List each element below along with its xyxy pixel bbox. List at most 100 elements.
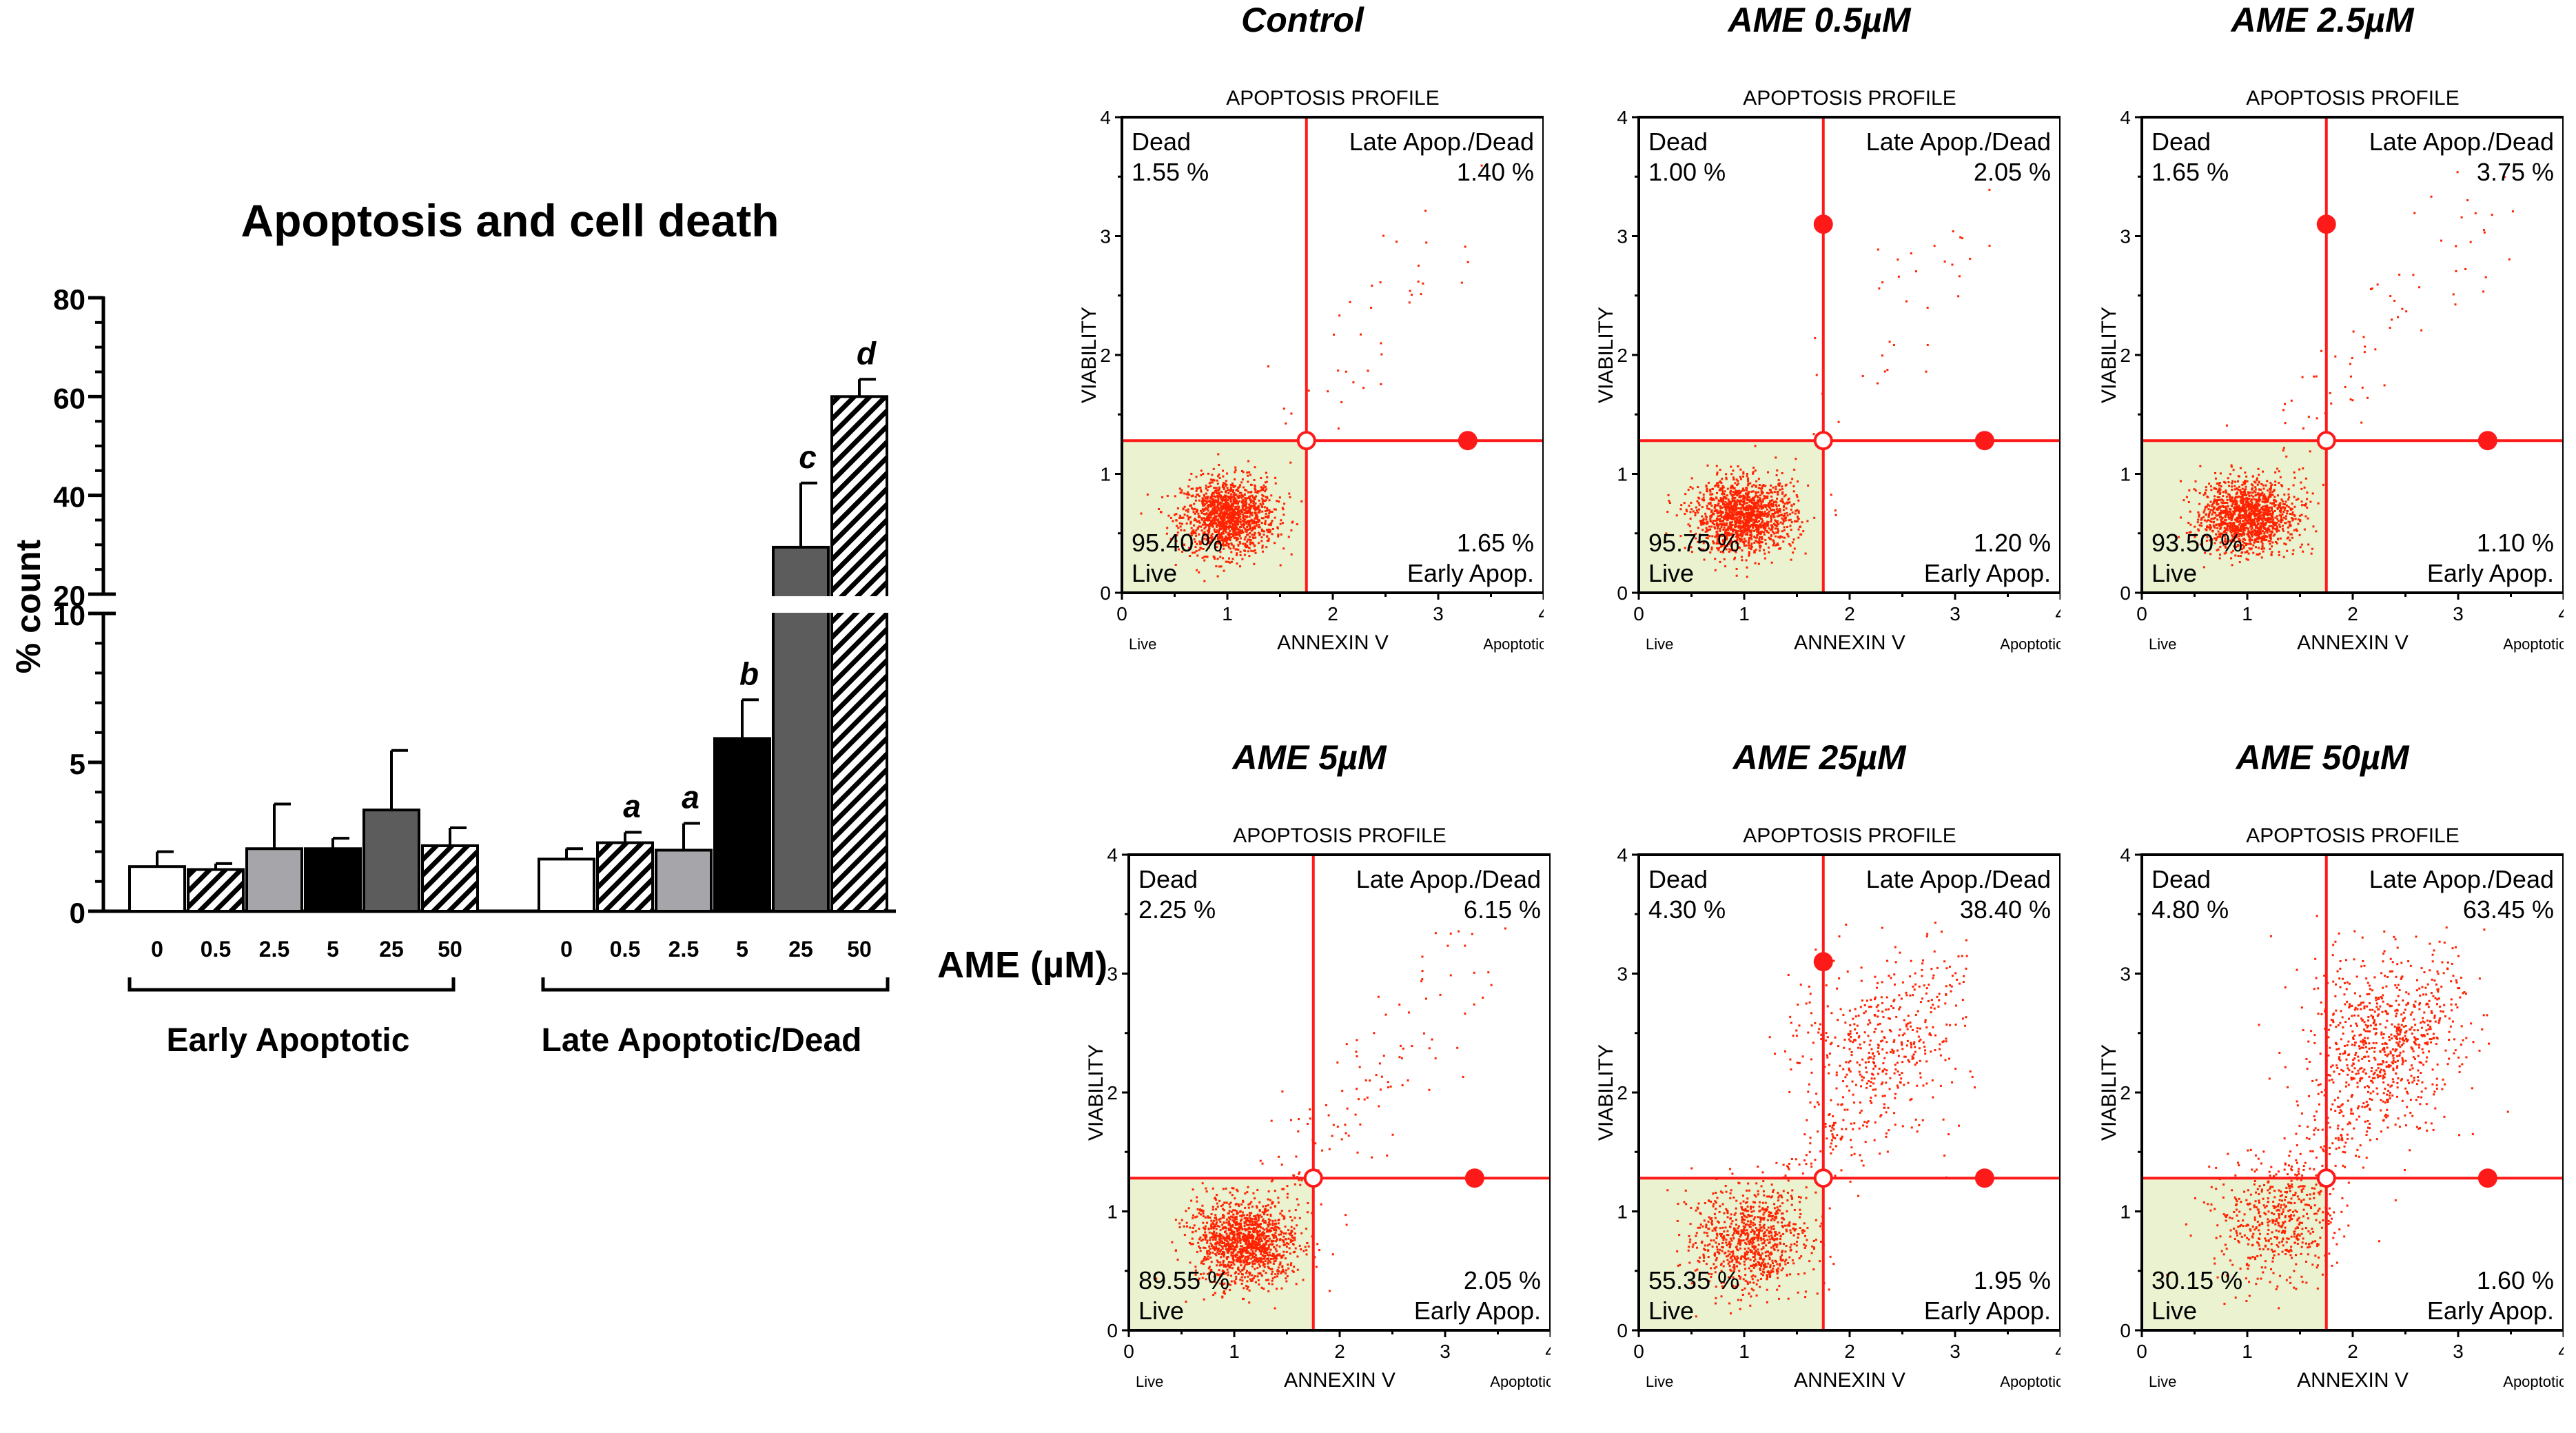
scatter-point: [1739, 515, 1741, 518]
scatter-point: [1250, 529, 1253, 532]
scatter-point: [2223, 522, 2226, 525]
scatter-point: [2222, 531, 2225, 533]
scatter-point: [2273, 499, 2276, 502]
scatter-point: [1204, 1216, 1207, 1219]
scatter-point: [1210, 494, 1213, 496]
scatter-point: [1741, 525, 1744, 527]
scatter-point: [1258, 511, 1261, 514]
scatter-point: [1735, 502, 1738, 505]
scatter-point: [1222, 526, 1225, 529]
scatter-point: [2260, 489, 2262, 491]
scatter-point: [2260, 493, 2263, 496]
scatter-point: [2265, 484, 2267, 487]
scatter-point: [2207, 496, 2209, 498]
scatter-point: [1248, 471, 1251, 474]
scatter-point: [2289, 523, 2291, 526]
scatter-point: [1261, 487, 1264, 489]
scatter-point: [1746, 489, 1748, 492]
scatter-point: [1797, 536, 1800, 539]
scatter-point: [2249, 514, 2251, 516]
scatter-point: [1699, 533, 1701, 536]
scatter-point: [1282, 1232, 1285, 1234]
scatter-point: [1218, 1264, 1221, 1267]
scatter-point: [1228, 505, 1231, 507]
scatter-point: [1180, 489, 1183, 491]
scatter-point: [1739, 468, 1742, 471]
scatter-point: [1210, 1269, 1213, 1272]
scatter-point: [2330, 402, 2333, 405]
scatter-point: [1768, 551, 1770, 553]
scatter-point: [1755, 502, 1758, 505]
scatter-point: [2273, 527, 2276, 530]
scatter-point: [1225, 521, 1227, 524]
scatter-point: [1834, 509, 1837, 512]
scatter-point: [1741, 514, 1744, 517]
scatter-point: [1722, 540, 1725, 542]
scatter-point: [2258, 500, 2260, 502]
scatter-point: [1237, 531, 1240, 533]
scatter-point: [1243, 514, 1245, 517]
scatter-point: [2238, 495, 2240, 498]
scatter-point: [1209, 478, 1212, 481]
scatter-point: [1777, 510, 1780, 513]
scatter-point: [2244, 494, 2247, 497]
scatter-point: [2280, 514, 2282, 517]
scatter-point: [1228, 535, 1231, 538]
scatter-point: [1290, 529, 1293, 531]
scatter-point: [1239, 537, 1242, 540]
scatter-point: [2205, 489, 2207, 491]
scatter-point: [1251, 494, 1254, 497]
scatter-point: [1742, 525, 1745, 527]
scatter-point: [2221, 532, 2224, 535]
scatter-point: [1240, 1252, 1243, 1255]
scatter-point: [1267, 516, 1270, 519]
scatter-point: [1892, 343, 1895, 346]
scatter-point: [1734, 525, 1737, 527]
scatter-point: [2298, 533, 2301, 536]
scatter-point: [1709, 516, 1712, 518]
scatter-point: [1747, 498, 1750, 501]
scatter-point: [1225, 542, 1228, 545]
scatter-point: [1222, 530, 1225, 533]
x-axis-left-label: Live: [2149, 636, 2176, 653]
scatter-point: [2216, 496, 2219, 498]
scatter-point: [2222, 509, 2225, 512]
scatter-point: [1234, 532, 1237, 535]
scatter-point: [1783, 529, 1786, 531]
scatter-point: [1380, 353, 1383, 356]
scatter-point: [2248, 505, 2251, 507]
scatter-point: [2234, 496, 2237, 499]
scatter-point: [1730, 528, 1732, 531]
scatter-point: [2211, 538, 2214, 540]
scatter-point: [1209, 1242, 1212, 1245]
scatter-point: [1768, 505, 1770, 508]
scatter-point: [1294, 1209, 1297, 1212]
y-tick-label: 20: [53, 580, 85, 612]
scatter-point: [1237, 548, 1240, 551]
scatter-point: [1723, 516, 1726, 518]
scatter-point: [1205, 543, 1208, 546]
scatter-point: [1198, 1212, 1200, 1215]
scatter-point: [1248, 521, 1251, 524]
scatter-point: [1205, 534, 1208, 537]
scatter-point: [2225, 507, 2227, 509]
scatter-point: [1349, 301, 1351, 303]
scatter-point: [1777, 529, 1780, 532]
scatter-point: [2235, 545, 2238, 548]
scatter-point: [1752, 502, 1755, 505]
scatter-point: [1743, 531, 1746, 533]
scatter-point: [1245, 489, 1248, 492]
scatter-point: [1227, 546, 1230, 549]
scatter-point: [1750, 490, 1753, 493]
scatter-point: [1260, 1253, 1263, 1256]
scatter-point: [1270, 1180, 1273, 1183]
scatter-point: [1720, 534, 1723, 537]
scatter-point: [2259, 509, 2262, 511]
scatter-point: [1231, 520, 1234, 522]
scatter-point: [1211, 481, 1214, 484]
scatter-point: [1726, 518, 1729, 521]
scatter-point: [1777, 491, 1779, 494]
scatter-point: [1198, 525, 1200, 528]
scatter-point: [2264, 511, 2267, 514]
scatter-point: [2231, 505, 2233, 507]
